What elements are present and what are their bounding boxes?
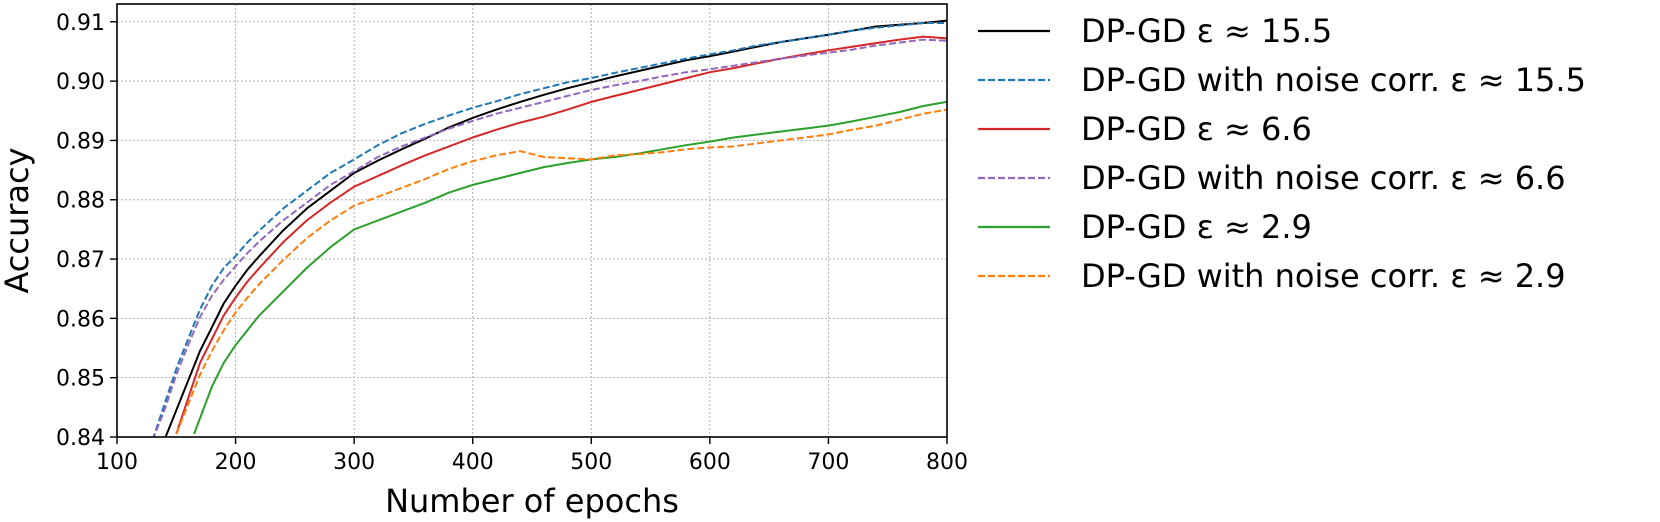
grid-lines: [117, 4, 947, 437]
x-tick-label: 500: [570, 450, 612, 475]
x-axis-label: Number of epochs: [385, 482, 679, 520]
y-tick-label: 0.90: [56, 70, 105, 95]
legend-label: DP-GD with noise corr. ε ≈ 6.6: [1081, 159, 1566, 197]
legend-label: DP-GD ε ≈ 6.6: [1081, 110, 1312, 148]
series-layer: [152, 19, 947, 437]
y-tick-label: 0.87: [56, 248, 105, 273]
x-tick-label: 700: [807, 450, 849, 475]
legend-label: DP-GD with noise corr. ε ≈ 15.5: [1081, 61, 1586, 99]
series-line-1: [164, 19, 947, 437]
series-line-3: [175, 35, 947, 435]
y-tick-label: 0.89: [56, 129, 105, 154]
x-tick-label: 200: [215, 450, 257, 475]
y-tick-label: 0.85: [56, 367, 105, 392]
x-tick-label: 600: [689, 450, 731, 475]
legend-label: DP-GD with noise corr. ε ≈ 2.9: [1081, 257, 1566, 295]
series-line-6: [175, 108, 947, 435]
y-axis: 0.84 0.85 0.86 0.87 0.88 0.89 0.90 0.91: [56, 11, 117, 451]
series-line-5: [193, 100, 947, 435]
series-line-2: [152, 22, 947, 437]
y-tick-label: 0.84: [56, 426, 105, 451]
series-line-4: [152, 38, 947, 437]
legend-label: DP-GD ε ≈ 2.9: [1081, 208, 1312, 246]
y-tick-label: 0.86: [56, 307, 105, 332]
x-tick-label: 800: [926, 450, 968, 475]
y-tick-label: 0.91: [56, 11, 105, 36]
x-tick-label: 100: [96, 450, 138, 475]
legend: DP-GD ε ≈ 15.5 DP-GD with noise corr. ε ≈…: [978, 12, 1586, 295]
x-axis: 100 200 300 400 500 600 700 800: [96, 437, 968, 475]
plot-frame: [116, 3, 948, 438]
x-tick-label: 300: [333, 450, 375, 475]
legend-label: DP-GD ε ≈ 15.5: [1081, 12, 1332, 50]
y-tick-label: 0.88: [56, 189, 105, 214]
x-tick-label: 400: [452, 450, 494, 475]
y-axis-label: Accuracy: [0, 147, 36, 293]
